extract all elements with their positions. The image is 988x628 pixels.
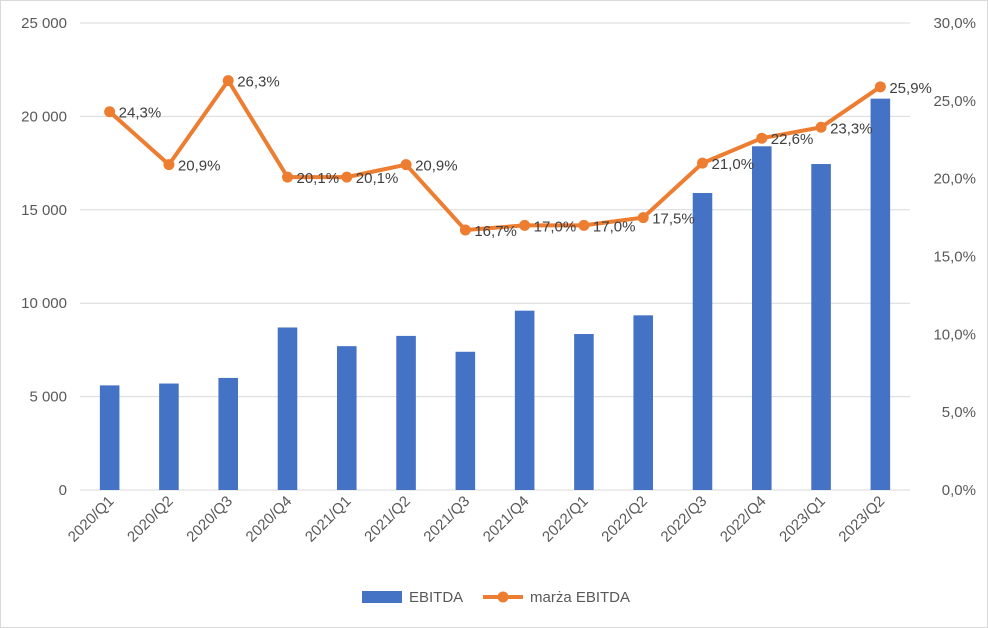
x-tick-label: 2021/Q2 [361, 493, 414, 546]
x-tick-label: 2020/Q3 [183, 493, 236, 546]
y-right-tick-label: 0,0% [942, 482, 976, 499]
bar-ebitda [455, 351, 476, 490]
data-label-marza: 21,0% [712, 156, 755, 173]
data-label-marza: 20,9% [415, 158, 458, 175]
point-marza-ebitda [519, 219, 531, 231]
point-marza-ebitda [815, 121, 827, 133]
y-left-tick-label: 20 000 [21, 108, 67, 125]
point-marza-ebitda [459, 224, 471, 236]
y-right-tick-label: 25,0% [933, 93, 976, 110]
data-label-marza: 20,1% [356, 170, 399, 187]
x-tick-label: 2021/Q3 [420, 493, 473, 546]
point-marza-ebitda [104, 106, 116, 118]
x-tick-label: 2023/Q1 [776, 493, 829, 546]
data-label-marza: 23,3% [830, 120, 873, 137]
point-marza-ebitda [697, 157, 708, 169]
data-label-marza: 16,7% [474, 223, 517, 240]
y-right-tick-label: 20,0% [933, 171, 976, 188]
margin-data-labels: 24,3% 20,9% 26,3% 20,1% 20,1% 20,9% 16,7% 17,0%… [119, 74, 932, 240]
point-marza-ebitda [222, 75, 234, 87]
bar-ebitda [277, 327, 298, 490]
y-axis-left: 0 5 000 10 000 15 000 20 000 25 000 [21, 15, 67, 499]
legend-swatch-marza-marker [497, 591, 509, 603]
legend: EBITDA marża EBITDA [362, 589, 630, 606]
bar-ebitda [811, 164, 831, 490]
y-left-tick-label: 15 000 [21, 202, 67, 219]
margin-line [104, 75, 886, 236]
point-marza-ebitda [578, 219, 590, 231]
point-marza-ebitda [637, 212, 649, 224]
y-left-tick-label: 10 000 [21, 295, 67, 312]
y-left-tick-label: 25 000 [21, 15, 67, 32]
y-axis-right: 0,0% 5,0% 10,0% 15,0% 20,0% 25,0% 30,0% [933, 15, 976, 499]
data-label-marza: 20,1% [297, 170, 340, 187]
y-left-tick-label: 0 [59, 482, 67, 499]
data-label-marza: 24,3% [119, 105, 162, 122]
data-label-marza: 20,9% [178, 158, 221, 175]
bar-ebitda [159, 383, 179, 490]
x-tick-label: 2022/Q4 [717, 493, 770, 546]
data-label-marza: 17,0% [593, 218, 636, 235]
legend-label-marza: marża EBITDA [530, 589, 630, 606]
x-tick-label: 2022/Q1 [539, 493, 592, 546]
point-marza-ebitda [400, 159, 412, 171]
x-tick-label: 2021/Q1 [302, 493, 355, 546]
legend-swatch-ebitda [362, 591, 402, 603]
y-left-tick-label: 5 000 [29, 389, 67, 406]
bar-ebitda [752, 146, 772, 490]
x-tick-label: 2022/Q2 [598, 493, 651, 546]
point-marza-ebitda [341, 171, 353, 183]
bar-ebitda [692, 192, 713, 490]
point-marza-ebitda [756, 132, 768, 144]
bar-ebitda [870, 98, 891, 491]
data-label-marza: 26,3% [237, 74, 280, 91]
legend-label-ebitda: EBITDA [409, 589, 463, 606]
y-right-tick-label: 30,0% [933, 15, 976, 32]
bar-ebitda [337, 346, 357, 490]
y-right-tick-label: 15,0% [933, 249, 976, 266]
y-right-tick-label: 10,0% [933, 326, 976, 343]
bar-ebitda [218, 377, 238, 490]
data-label-marza: 25,9% [889, 80, 932, 97]
point-marza-ebitda [874, 81, 886, 93]
gridlines [80, 22, 910, 491]
line-marza-ebitda [107, 78, 883, 233]
x-tick-label: 2020/Q1 [65, 493, 118, 546]
data-label-marza: 17,5% [652, 211, 695, 228]
ebitda-bars [99, 98, 891, 491]
bar-ebitda [99, 385, 120, 490]
point-marza-ebitda [282, 171, 293, 183]
y-right-tick-label: 5,0% [942, 404, 976, 421]
point-marza-ebitda [163, 159, 175, 171]
data-label-marza: 22,6% [771, 131, 814, 148]
x-axis: 2020/Q1 2020/Q2 2020/Q3 2020/Q4 2021/Q1 2021/… [65, 493, 888, 546]
x-tick-label: 2023/Q2 [835, 493, 888, 546]
data-label-marza: 17,0% [534, 218, 577, 235]
bar-ebitda [633, 315, 653, 490]
bar-ebitda [574, 334, 594, 490]
x-tick-label: 2020/Q2 [124, 493, 177, 546]
x-tick-label: 2020/Q4 [243, 493, 296, 546]
bar-ebitda [396, 335, 416, 490]
x-tick-label: 2021/Q4 [480, 493, 533, 546]
bar-ebitda [514, 310, 535, 490]
x-tick-label: 2022/Q3 [658, 493, 711, 546]
